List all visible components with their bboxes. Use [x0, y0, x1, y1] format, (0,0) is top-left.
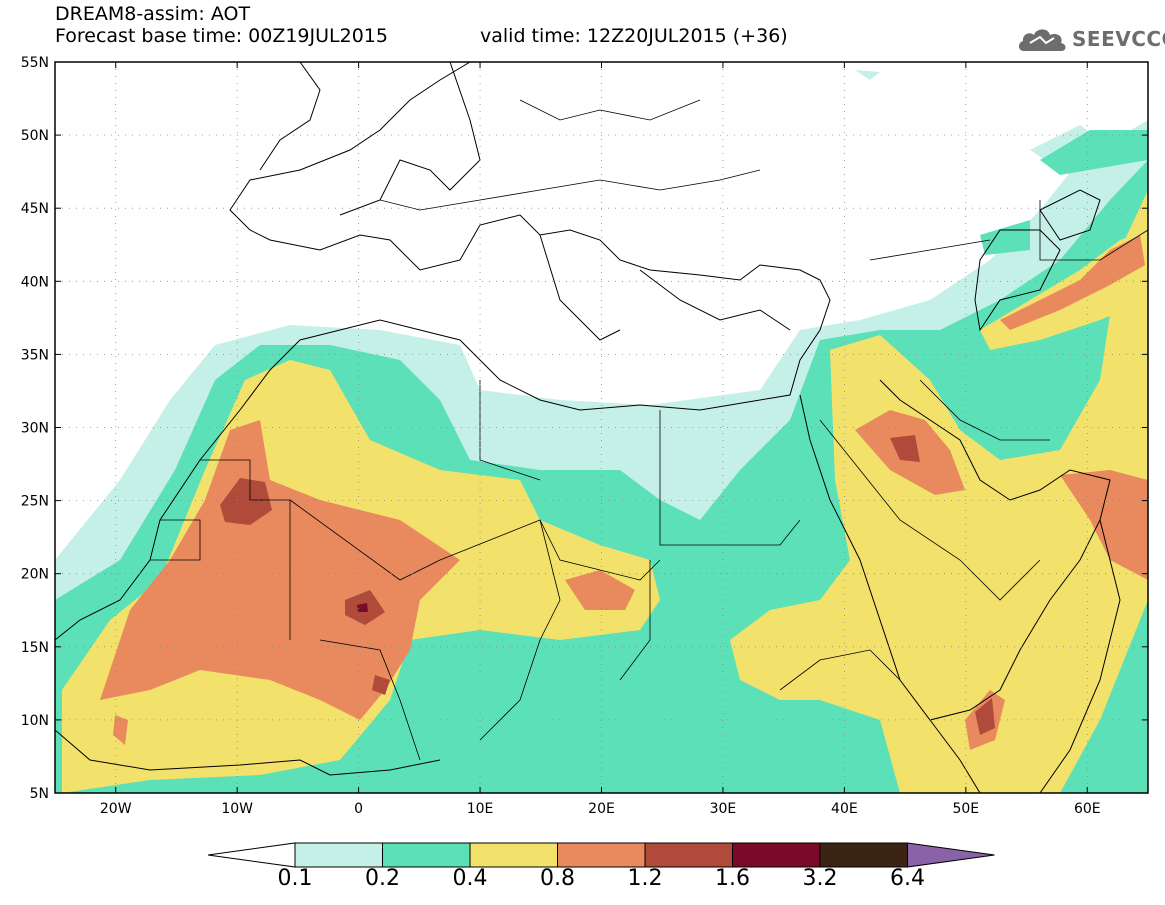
lon-tick-label: 0 [354, 801, 363, 817]
lon-tick-label: 10E [467, 801, 494, 817]
lat-tick-label: 45N [21, 201, 49, 217]
coastlines [55, 62, 1121, 793]
colorbar-label: 0.4 [452, 866, 488, 891]
lon-tick-label: 10W [221, 801, 253, 817]
lat-tick-label: 20N [21, 567, 49, 583]
colorbar-label: 6.4 [890, 866, 925, 891]
lat-tick-label: 55N [21, 55, 49, 71]
lat-tick-label: 50N [21, 128, 49, 144]
aot-region-1.2 [975, 698, 995, 735]
lat-tick-label: 10N [21, 713, 49, 729]
colorbar-swatch [819, 842, 908, 868]
lat-tick-label: 15N [21, 640, 49, 656]
country-borders [150, 99, 1148, 761]
valid-time: valid time: 12Z20JUL2015 (+36) [480, 25, 788, 47]
colorbar-high-arrow [907, 842, 995, 868]
aot-region-1.2 [890, 435, 920, 462]
graticule [55, 62, 1148, 793]
lat-tick-label: 35N [21, 347, 49, 363]
lat-tick-label: 40N [21, 274, 49, 290]
lat-tick-label: 30N [21, 421, 49, 437]
aot-region-0.2 [1040, 130, 1148, 175]
lat-tick-label: 5N [30, 786, 49, 802]
lon-tick-label: 60E [1074, 801, 1101, 817]
forecast-base-time: Forecast base time: 00Z19JUL2015 [55, 25, 388, 47]
lon-tick-label: 40E [831, 801, 858, 817]
aot-field [55, 62, 1148, 793]
colorbar-swatch [294, 842, 383, 868]
lon-tick-label: 50E [952, 801, 979, 817]
lon-tick-label: 30E [710, 801, 737, 817]
aot-region-0.8 [1000, 235, 1145, 330]
colorbar-swatch [644, 842, 733, 868]
colorbar-swatch [732, 842, 821, 868]
aot-region-1.6 [357, 603, 368, 612]
model-title: DREAM8-assim: AOT [55, 3, 251, 25]
aot-region-0.8 [1060, 470, 1148, 580]
lat-tick-label: 25N [21, 494, 49, 510]
aot-region-0.1 [855, 70, 880, 80]
colorbar-label: 0.2 [365, 866, 400, 891]
colorbar-low-arrow [207, 842, 296, 868]
cloud-icon [1018, 29, 1066, 51]
aot-region-0.2 [980, 220, 1030, 255]
colorbar-swatch [557, 842, 646, 868]
axis-ticks: 55N 50N 45N 40N 35N 30N 25N 20N 15N 10N 5N 20W 10W 0 1… [21, 55, 1148, 817]
aot-region-0.8 [100, 420, 460, 720]
colorbar-label: 1.6 [715, 866, 750, 891]
colorbar-swatch [382, 842, 471, 868]
colorbar-label: 1.2 [627, 866, 663, 891]
lon-tick-label: 20E [588, 801, 615, 817]
aot-region-0.8 [113, 715, 128, 745]
colorbar-label: 0.8 [540, 866, 575, 891]
seevccc-logo: SEEVCCC [1016, 24, 1165, 54]
colorbar-swatch [469, 842, 558, 868]
aot-region-1.2 [220, 478, 272, 525]
aot-region-0.8 [565, 570, 635, 610]
colorbar-label: 3.2 [802, 866, 838, 891]
colorbar-label: 0.1 [277, 866, 313, 891]
aot-region-1.2 [372, 675, 390, 695]
lon-tick-label: 20W [100, 801, 132, 817]
logo-text: SEEVCCC [1072, 27, 1165, 51]
